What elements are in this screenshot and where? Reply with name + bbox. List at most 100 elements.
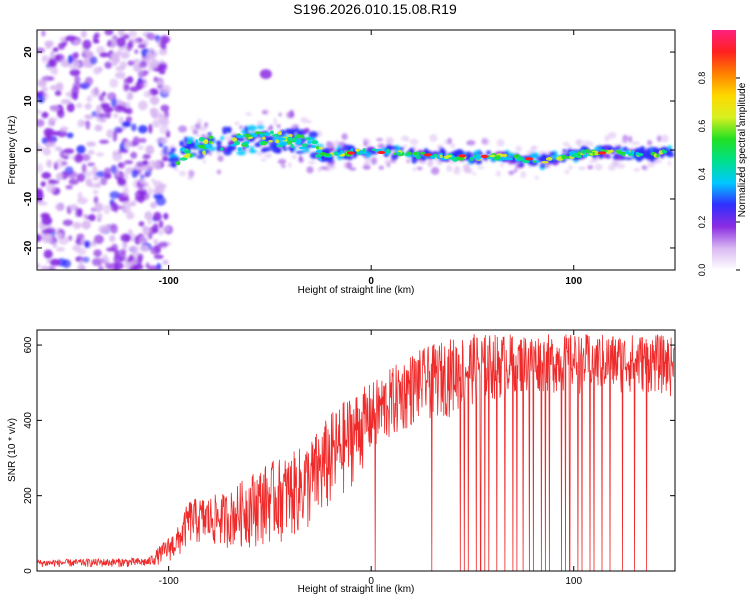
noise-blob <box>76 173 86 182</box>
noise-blob <box>106 92 115 101</box>
ridge-core <box>561 154 567 160</box>
noise-blob <box>37 147 45 152</box>
noise-blob <box>147 167 154 172</box>
ridge-core <box>198 137 206 142</box>
ridge-core <box>311 140 319 145</box>
halo-blob <box>405 138 410 142</box>
ridge-blob <box>300 148 310 153</box>
halo-blob <box>384 158 392 166</box>
noise-blob <box>117 105 124 110</box>
noise-blob <box>158 241 169 248</box>
ridge-core <box>208 135 213 140</box>
ridge-core <box>219 147 224 151</box>
halo-blob <box>362 137 369 143</box>
colorbar-tick-label: 0.0 <box>697 264 707 277</box>
ridge-core <box>316 149 323 154</box>
noise-blob <box>153 239 159 245</box>
ridge-core <box>275 139 280 144</box>
ridge-core <box>301 143 309 147</box>
halo-blob <box>446 164 453 173</box>
ridge-core <box>272 133 280 137</box>
noise-blob <box>157 228 165 236</box>
ridge-blob <box>485 150 492 155</box>
noise-blob <box>122 207 128 214</box>
noise-blob <box>149 96 160 105</box>
ridge-blob <box>613 146 622 151</box>
noise-blob <box>81 153 91 162</box>
halo-blob <box>646 163 655 168</box>
halo-blob <box>387 138 392 145</box>
noise-blob <box>37 142 41 148</box>
y-tick-label: 0 <box>23 147 34 153</box>
ridge-core <box>420 151 426 155</box>
noise-blob <box>44 128 55 137</box>
halo-blob <box>520 171 527 179</box>
halo-blob <box>430 166 440 175</box>
noise-blob <box>131 123 137 132</box>
ridge-core <box>393 152 397 156</box>
halo-blob <box>607 131 617 139</box>
ridge-blob <box>207 132 212 136</box>
ridge-core <box>532 160 536 164</box>
noise-blob <box>111 164 118 175</box>
ridge-blob <box>387 145 398 150</box>
noise-blob <box>128 30 138 38</box>
halo-blob <box>628 135 633 143</box>
snr-ylabel: SNR (10 * v/v) <box>7 418 18 482</box>
noise-blob <box>86 95 93 103</box>
ridge-core <box>355 148 361 152</box>
noise-blob <box>59 126 69 132</box>
noise-blob <box>120 233 132 243</box>
noise-blob <box>95 104 102 115</box>
ridge-blob <box>285 128 291 134</box>
noise-blob <box>106 106 114 113</box>
ridge-core <box>545 157 553 161</box>
noise-blob <box>160 136 168 145</box>
ridge-core <box>298 146 307 150</box>
noise-blob <box>84 76 93 86</box>
ridge-core <box>304 137 313 141</box>
ridge-blob <box>215 140 223 145</box>
halo-blob <box>196 134 201 138</box>
ridge-core <box>582 153 588 158</box>
noise-blob <box>144 211 153 220</box>
feature-blob <box>259 69 272 80</box>
noise-blob <box>122 240 128 250</box>
noise-blob <box>41 172 52 179</box>
ridge-blob <box>603 153 610 158</box>
ridge-blob <box>223 149 232 156</box>
noise-blob <box>131 169 138 178</box>
noise-blob <box>159 124 169 135</box>
y-tick-label: 10 <box>23 95 34 107</box>
noise-blob <box>85 120 91 130</box>
halo-blob <box>362 165 371 170</box>
noise-blob <box>49 117 58 122</box>
colorbar-tick-label: 0.8 <box>697 72 707 85</box>
ridge-core <box>362 148 367 152</box>
ridge-blob <box>179 140 184 147</box>
noise-blob <box>66 132 74 139</box>
ridge-core <box>506 157 514 161</box>
ridge-core <box>415 154 422 160</box>
spectrogram-ylabel: Frequency (Hz) <box>7 116 18 185</box>
noise-blob <box>109 234 116 242</box>
ridge-core <box>315 145 320 150</box>
halo-blob <box>633 167 640 172</box>
ridge-core <box>203 139 209 144</box>
noise-blob <box>142 153 151 160</box>
noise-blob <box>138 235 148 245</box>
ridge-core <box>231 137 238 142</box>
noise-blob <box>109 191 120 199</box>
noise-blob <box>94 32 100 39</box>
ridge-core <box>609 149 614 153</box>
colorbar: 0.0 0.2 0.4 0.6 0.8 Normalized spectral ampl… <box>697 30 748 276</box>
noise-blob <box>55 158 66 169</box>
noise-blob <box>46 159 53 168</box>
noise-blob <box>155 80 165 86</box>
ridge-core <box>489 154 496 158</box>
halo-blob <box>455 165 460 171</box>
noise-blob <box>128 245 139 253</box>
ridge-blob <box>593 146 602 151</box>
noise-blob <box>158 63 166 70</box>
